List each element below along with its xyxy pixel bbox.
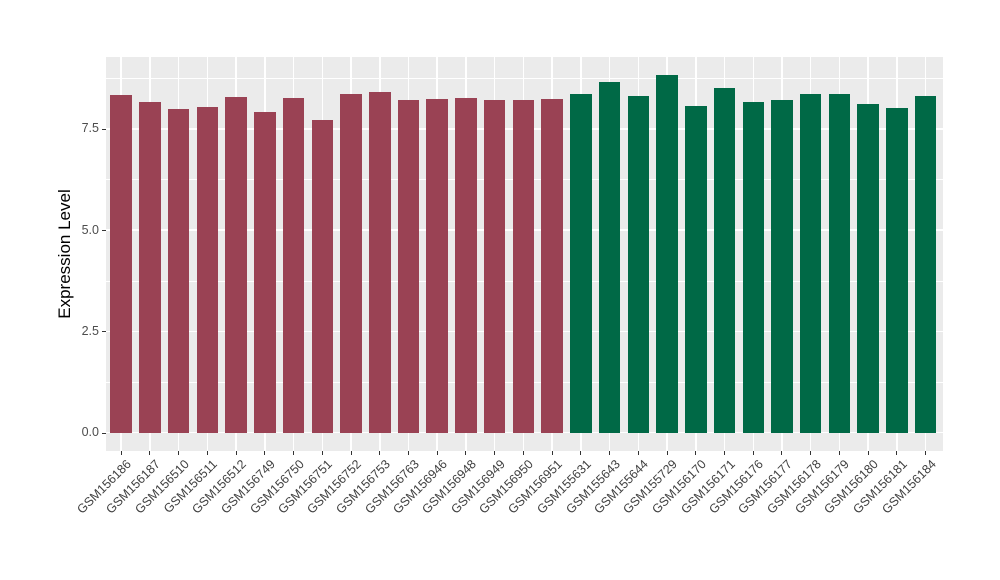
x-tick-mark [724,451,726,455]
bar [886,108,908,433]
bar [771,100,793,433]
x-tick-mark [580,451,582,455]
bar [799,93,822,433]
y-tick-label: 0.0 [81,425,99,439]
x-tick-mark [120,451,122,455]
x-tick-mark [609,451,611,455]
bar [541,99,563,433]
bar [570,93,592,433]
gridline-major [106,431,943,434]
x-tick-mark [637,451,639,455]
bar [311,119,334,433]
bar [685,106,707,433]
x-tick-mark [752,451,754,455]
x-tick-mark [379,451,381,455]
bar [397,99,420,433]
bar [914,95,937,433]
bar [483,100,506,433]
bar [254,112,276,433]
x-tick-mark [781,451,783,455]
x-tick-mark [810,451,812,455]
x-tick-mark [408,451,409,455]
y-tick-mark [101,331,106,333]
y-axis-title: Expression Level [55,189,74,319]
bar [627,95,650,433]
bar [455,98,477,433]
bar [828,93,851,433]
y-tick-mark [101,432,106,434]
bar [426,98,448,433]
bar [857,103,879,433]
gridline-minor [106,78,943,79]
plot-panel [106,57,943,451]
bar [225,97,247,433]
x-tick-mark [666,451,668,455]
x-tick-mark [436,451,438,455]
x-tick-mark [522,451,524,455]
bar [110,95,132,433]
x-tick-mark [838,451,840,455]
y-tick-mark [101,128,106,130]
bar [742,102,764,433]
x-tick-mark [695,451,697,455]
y-tick-label: 5.0 [81,222,99,237]
bar [139,102,161,433]
bar [167,109,190,433]
x-tick-mark [867,451,869,455]
x-tick-mark [149,451,151,455]
y-tick-label: 2.5 [81,323,99,338]
x-tick-mark [494,451,496,455]
y-tick-mark [101,230,106,231]
x-tick-mark [465,451,467,455]
bar [598,82,621,433]
x-tick-mark [350,451,352,455]
x-tick-mark [896,451,898,455]
x-tick-mark [293,451,295,455]
x-tick-mark [321,451,323,455]
x-tick-mark [178,451,180,455]
x-tick-mark [551,451,553,455]
x-tick-mark [925,451,927,455]
x-tick-mark [206,451,208,455]
bar [369,91,391,433]
x-tick-mark [235,451,237,455]
bar [713,87,736,433]
bar [340,94,362,433]
bar [656,75,678,433]
bar [512,100,535,433]
bar [282,97,305,433]
y-tick-label: 7.5 [81,121,99,136]
bar [196,106,219,433]
x-tick-mark [264,451,266,455]
